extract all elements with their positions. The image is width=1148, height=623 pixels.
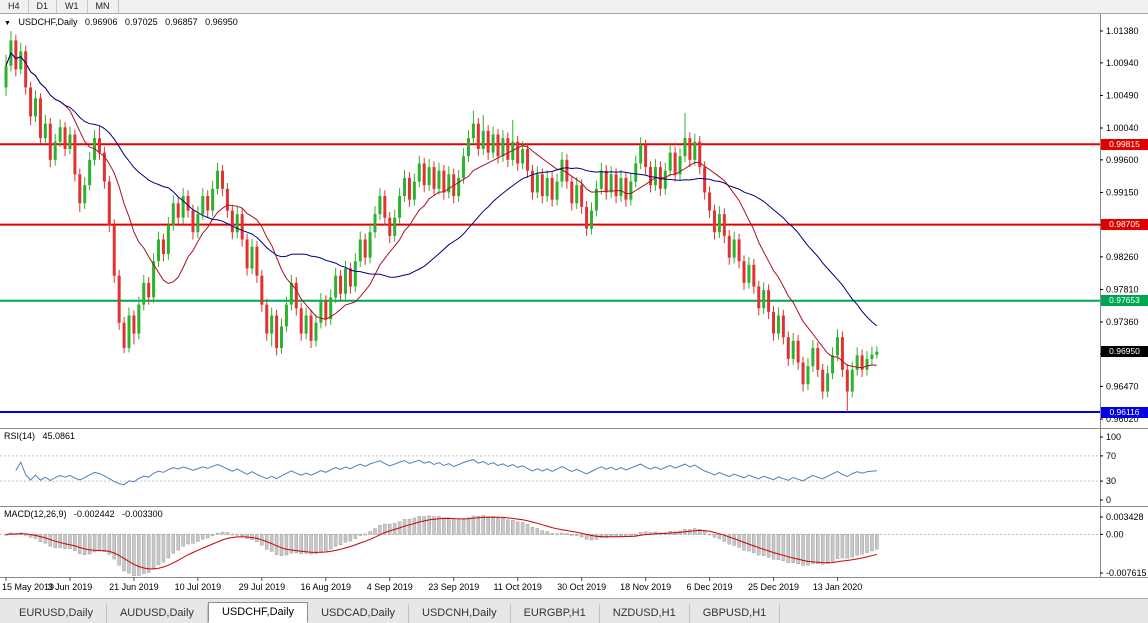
rsi-tick-label: 30 <box>1106 476 1116 486</box>
rsi-tick-label: 0 <box>1106 495 1111 505</box>
date-tick-label: 4 Sep 2019 <box>367 582 413 592</box>
date-tick-label: 21 Jun 2019 <box>109 582 159 592</box>
date-tick-label: 18 Nov 2019 <box>620 582 671 592</box>
timeframe-button-mn[interactable]: MN <box>88 0 119 13</box>
timeframe-button-w1[interactable]: W1 <box>57 0 88 13</box>
price-flag-0.97653[interactable]: 0.97653 <box>1101 295 1148 307</box>
timeframe-button-h4[interactable]: H4 <box>0 0 29 13</box>
date-tick-label: 29 Jul 2019 <box>239 582 286 592</box>
date-tick-label: 6 Dec 2019 <box>687 582 733 592</box>
chart-region[interactable]: 1.01380 1.00940 1.00490 1.00040 0.99600 0.991… <box>0 14 1148 598</box>
candles-layer <box>4 31 879 412</box>
chart-symbol-label: ▼ USDCHF,Daily 0.96906 0.97025 0.96857 0… <box>4 17 243 27</box>
symbol-name: USDCHF,Daily <box>18 17 78 27</box>
chart-tab-usdcnh[interactable]: USDCNH,Daily <box>409 604 511 623</box>
price-tick-label: 0.99600 <box>1106 155 1139 165</box>
chart-tab-eurusd[interactable]: EURUSD,Daily <box>6 604 107 623</box>
axis-layer: 1.01380 1.00940 1.00490 1.00040 0.99600 0.991… <box>0 14 1148 592</box>
hlines-layer[interactable] <box>0 143 1100 414</box>
macd-indicator-label: MACD(12,26,9) -0.002442 -0.003300 <box>4 509 168 519</box>
price-tick-label: 0.97810 <box>1106 284 1139 294</box>
price-tick-label: 1.00940 <box>1106 58 1139 68</box>
ohlc-close: 0.96950 <box>205 17 238 27</box>
ma-slow <box>5 52 878 327</box>
chart-canvas[interactable]: 1.01380 1.00940 1.00490 1.00040 0.99600 0.991… <box>0 14 1148 598</box>
macd-value-signal: -0.003300 <box>122 509 163 519</box>
indicator-layer <box>0 455 1100 576</box>
timeframe-toolbar: H4 D1 W1 MN <box>0 0 1148 14</box>
chart-tab-usdchf[interactable]: USDCHF,Daily <box>207 602 309 623</box>
chart-tabbar: EURUSD,Daily AUDUSD,Daily USDCHF,Daily USDC… <box>0 598 1148 623</box>
price-tick-label: 0.97360 <box>1106 317 1139 327</box>
price-tick-label: 0.99150 <box>1106 187 1139 197</box>
moving-averages-layer <box>5 52 878 369</box>
date-tick-label: 25 Dec 2019 <box>748 582 799 592</box>
chart-tab-nzdusd[interactable]: NZDUSD,H1 <box>600 604 690 623</box>
macd-tick-label: 0.003428 <box>1106 512 1144 522</box>
ma-fast <box>5 52 877 369</box>
price-tick-label: 0.96470 <box>1106 381 1139 391</box>
date-tick-label: 11 Oct 2019 <box>493 582 541 592</box>
price-tick-label: 1.00040 <box>1106 123 1139 133</box>
macd-name: MACD(12,26,9) <box>4 509 67 519</box>
ohlc-open: 0.96906 <box>84 17 118 27</box>
chart-tab-audusd[interactable]: AUDUSD,Daily <box>107 604 208 623</box>
rsi-line <box>15 459 877 486</box>
rsi-name: RSI(14) <box>4 431 36 441</box>
ohlc-high: 0.97025 <box>125 17 158 27</box>
macd-tick-label: 0.00 <box>1106 529 1124 539</box>
price-flag-0.99815[interactable]: 0.99815 <box>1101 138 1148 150</box>
macd-signal-line <box>5 516 877 570</box>
date-tick-label: 30 Oct 2019 <box>557 582 606 592</box>
date-tick-label: 10 Jul 2019 <box>175 582 222 592</box>
date-tick-label: 23 Sep 2019 <box>428 582 479 592</box>
chart-tab-gbpusd[interactable]: GBPUSD,H1 <box>690 604 781 623</box>
price-flag-0.98705[interactable]: 0.98705 <box>1101 219 1148 231</box>
rsi-tick-label: 70 <box>1106 451 1116 461</box>
date-tick-label: 3 Jun 2019 <box>48 582 93 592</box>
price-flag-0.96116[interactable]: 0.96116 <box>1101 406 1148 418</box>
chart-tab-eurgbp[interactable]: EURGBP,H1 <box>511 604 600 623</box>
macd-tick-label: -0.007615 <box>1106 568 1147 578</box>
rsi-indicator-label: RSI(14) 45.0861 <box>4 431 80 441</box>
price-tick-label: 1.00490 <box>1106 90 1139 100</box>
chart-tab-usdcad[interactable]: USDCAD,Daily <box>308 604 410 623</box>
date-tick-label: 15 May 2019 <box>2 582 54 592</box>
price-tick-label: 1.01380 <box>1106 26 1139 36</box>
chart-collapse-icon[interactable]: ▼ <box>4 20 11 27</box>
date-tick-label: 13 Jan 2020 <box>813 582 863 592</box>
price-tick-label: 0.98260 <box>1106 252 1139 262</box>
ohlc-low: 0.96857 <box>165 17 198 27</box>
price-tick-label: 0.96020 <box>1106 414 1139 424</box>
rsi-value: 45.0861 <box>42 431 76 441</box>
price-flag-0.96950[interactable]: 0.96950 <box>1101 346 1148 358</box>
macd-value-main: -0.002442 <box>74 509 115 519</box>
rsi-tick-label: 100 <box>1106 432 1121 442</box>
timeframe-button-d1[interactable]: D1 <box>29 0 58 13</box>
date-tick-label: 16 Aug 2019 <box>301 582 352 592</box>
